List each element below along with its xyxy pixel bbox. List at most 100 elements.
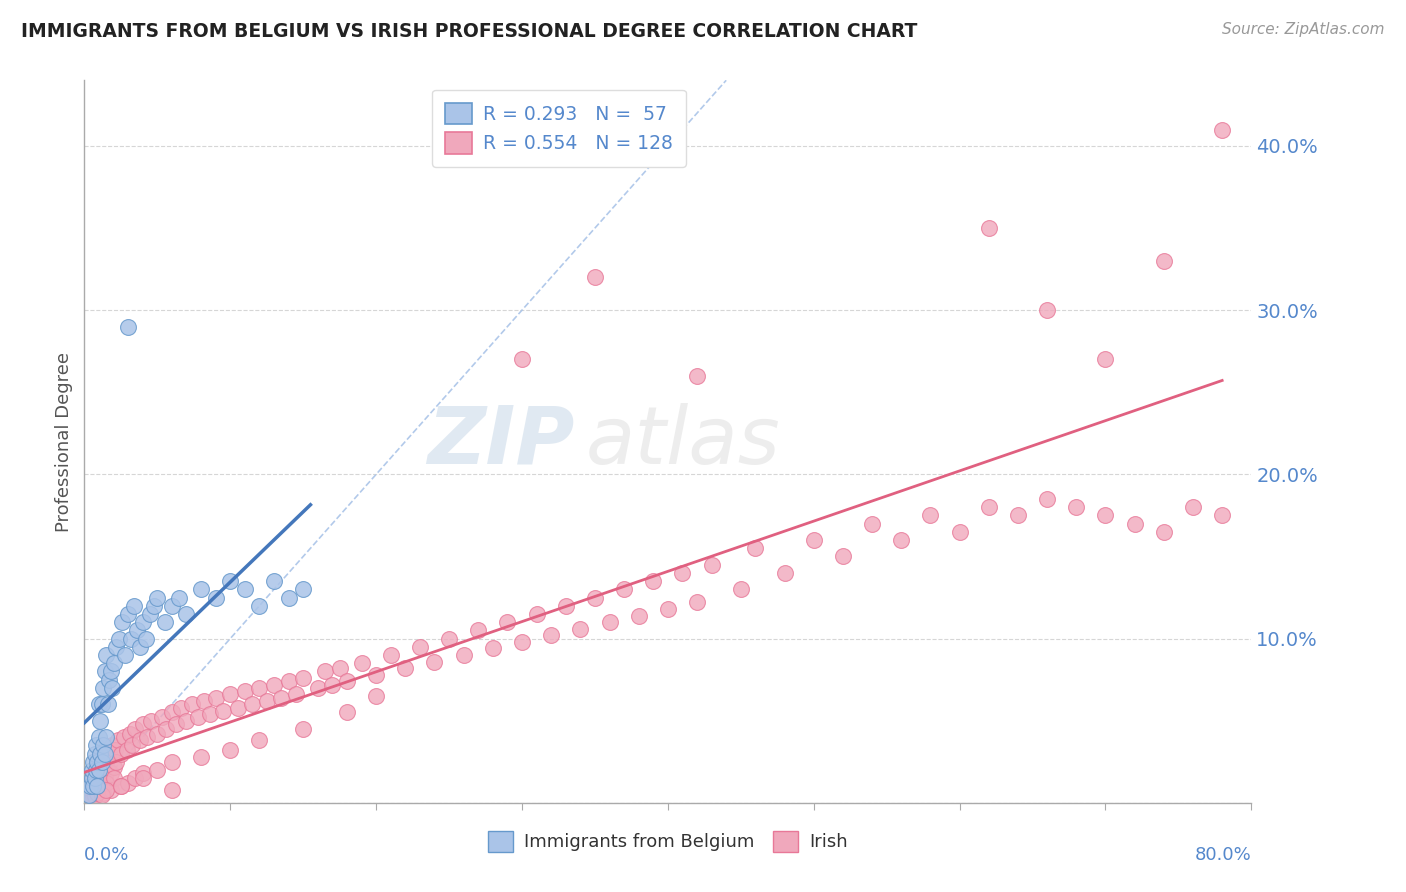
Point (176, 714, 198, 728)
Point (321, 677, 343, 691)
Point (890, 533, 912, 547)
Point (949, 524, 972, 539)
Point (79, 780, 101, 794)
Point (112, 730, 135, 744)
Point (1094, 352, 1116, 367)
Point (437, 632, 460, 646)
Point (700, 558, 723, 572)
Point (167, 591, 190, 605)
Point (132, 615, 155, 630)
Point (94, 747, 117, 761)
Point (1182, 500, 1205, 515)
Point (307, 681, 329, 695)
Point (84, 739, 107, 753)
Point (284, 687, 307, 701)
Point (79, 790, 101, 805)
Point (394, 661, 416, 675)
Point (292, 671, 315, 685)
Point (226, 700, 249, 714)
Text: 80.0%: 80.0% (1195, 847, 1251, 864)
Point (89, 747, 111, 761)
Point (583, 591, 606, 605)
Point (82, 782, 104, 797)
Point (96, 776, 118, 790)
Point (135, 632, 157, 646)
Point (146, 763, 169, 777)
Point (292, 722, 315, 736)
Point (146, 727, 169, 741)
Point (96, 782, 118, 797)
Point (90, 771, 112, 785)
Point (94, 665, 117, 679)
Text: ZIP: ZIP (427, 402, 575, 481)
Point (115, 743, 138, 757)
Point (204, 690, 226, 705)
Point (103, 657, 125, 671)
Point (366, 667, 388, 681)
Point (314, 665, 336, 679)
Point (96, 755, 118, 769)
Point (87, 780, 110, 794)
Point (80, 771, 103, 785)
Point (686, 368, 709, 383)
Point (98, 747, 121, 761)
Point (83, 747, 105, 761)
Point (160, 782, 183, 797)
Point (128, 640, 150, 654)
Point (526, 607, 548, 621)
Point (153, 615, 176, 630)
Point (643, 574, 665, 588)
Point (104, 743, 127, 757)
Point (193, 694, 215, 708)
Point (773, 566, 796, 580)
Point (89, 747, 111, 761)
Point (87, 763, 110, 777)
Point (176, 607, 198, 621)
Point (160, 755, 183, 769)
Point (187, 710, 209, 724)
Point (83, 780, 105, 794)
Point (117, 776, 139, 790)
Point (467, 624, 489, 638)
Point (86, 782, 108, 797)
Point (101, 739, 124, 753)
Point (122, 599, 145, 613)
Point (627, 608, 650, 623)
Point (832, 549, 855, 564)
Point (111, 615, 134, 630)
Point (920, 508, 942, 523)
Point (132, 766, 155, 780)
Point (121, 739, 143, 753)
Point (86, 786, 108, 800)
Text: IMMIGRANTS FROM BELGIUM VS IRISH PROFESSIONAL DEGREE CORRELATION CHART: IMMIGRANTS FROM BELGIUM VS IRISH PROFESS… (21, 22, 918, 41)
Point (198, 707, 221, 722)
Point (249, 733, 271, 747)
Legend: Immigrants from Belgium, Irish: Immigrants from Belgium, Irish (481, 823, 855, 859)
Point (977, 221, 1000, 235)
Point (204, 591, 226, 605)
Point (91, 786, 114, 800)
Point (128, 733, 150, 747)
Point (87, 776, 110, 790)
Point (132, 717, 155, 731)
Point (110, 780, 132, 794)
Point (256, 694, 278, 708)
Point (143, 599, 166, 613)
Point (101, 681, 124, 695)
Point (1211, 122, 1233, 136)
Point (117, 607, 139, 621)
Point (219, 743, 242, 757)
Point (77, 788, 100, 802)
Point (91, 739, 114, 753)
Point (270, 690, 292, 705)
Point (96, 730, 118, 744)
Text: 0.0%: 0.0% (84, 847, 129, 864)
Point (1153, 253, 1175, 268)
Point (84, 782, 107, 797)
Point (249, 681, 271, 695)
Point (110, 747, 132, 761)
Point (87, 698, 110, 712)
Point (599, 615, 621, 630)
Point (80, 771, 103, 785)
Y-axis label: Professional Degree: Professional Degree (55, 351, 73, 532)
